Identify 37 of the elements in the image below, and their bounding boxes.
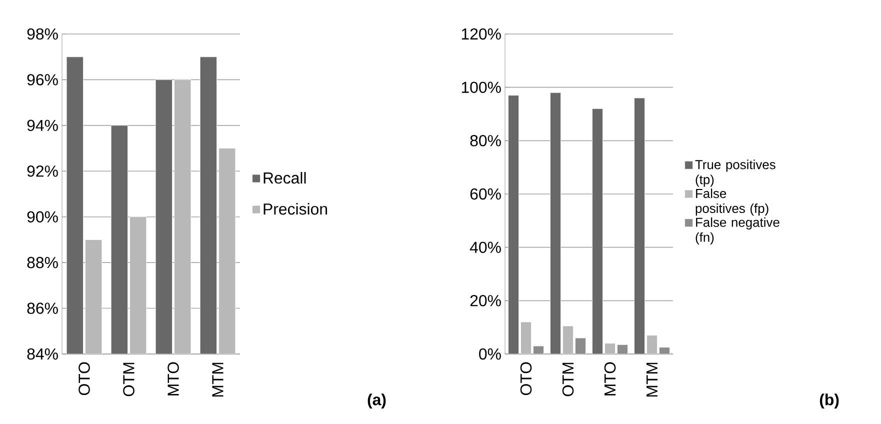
y-tick-label: 0% [479, 348, 501, 360]
bar [646, 335, 658, 354]
y-tick-label: 100% [462, 82, 501, 93]
x-tick-label: MTO [604, 362, 616, 396]
y-tick-label: 98% [27, 28, 58, 40]
bar [550, 92, 561, 354]
x-tick-label: OTM [562, 362, 574, 396]
x-tick-label: OTO [78, 362, 90, 396]
y-tick-label: 86% [27, 302, 58, 314]
legend-label: True positives (tp) [695, 160, 776, 187]
text: (b) [820, 394, 839, 408]
y-tick-label: 94% [27, 120, 58, 132]
y-tick-label: 120% [462, 28, 501, 40]
bar [562, 326, 574, 354]
y-tick-label: 20% [470, 295, 501, 306]
y-tick-label: 40% [470, 242, 501, 253]
x-tick-label: OTM [123, 362, 134, 396]
y-tick-label: 90% [27, 211, 58, 222]
bar [520, 322, 532, 354]
y-tick-label: 92% [27, 166, 58, 177]
y-tick-label: 84% [27, 348, 58, 360]
text: (a) [368, 394, 386, 408]
legend-label: False positives (fp) [696, 188, 768, 216]
legend-label: Precision [264, 202, 327, 215]
x-tick-label: MTO [168, 362, 179, 396]
y-tick-label: 88% [27, 256, 58, 268]
x-tick-label: OTO [520, 362, 532, 396]
x-tick-label: MTM [212, 362, 224, 396]
legend-label: False negative (fn) [696, 217, 780, 244]
bar [634, 98, 645, 354]
x-tick-label: MTM [646, 362, 658, 396]
y-tick-label: 80% [470, 135, 501, 146]
y-tick-label: 96% [27, 74, 58, 86]
y-tick-label: 60% [470, 188, 501, 200]
bar [592, 108, 603, 354]
legend-label: Recall [264, 172, 306, 184]
bar [508, 95, 519, 354]
